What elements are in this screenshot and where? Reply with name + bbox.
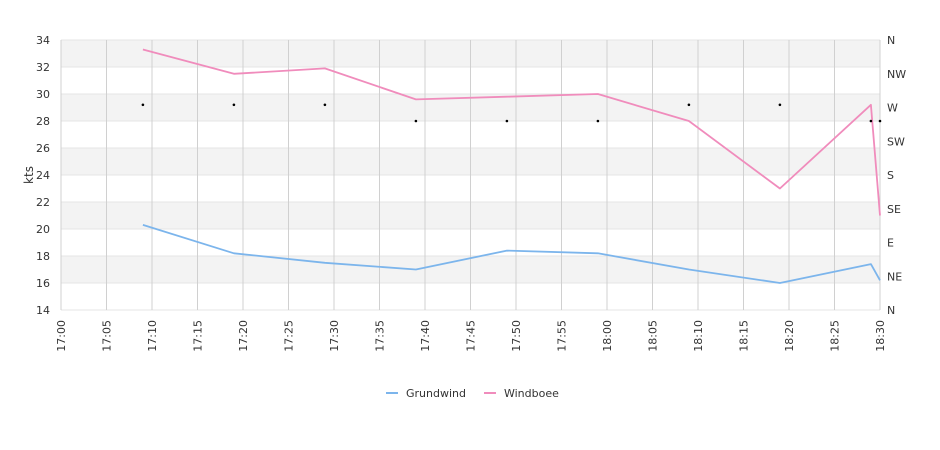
direction-marker (596, 119, 600, 123)
y-tick-label: 24 (36, 169, 50, 182)
direction-marker (869, 119, 873, 123)
x-tick-label: 17:25 (283, 320, 296, 352)
y-tick-label: 16 (36, 277, 50, 290)
direction-marker (687, 103, 691, 107)
direction-tick-label: NW (887, 68, 906, 81)
series-line-windboee[interactable] (142, 48, 881, 216)
x-tick-label: 17:15 (192, 320, 205, 352)
y-tick-label: 26 (36, 142, 50, 155)
x-axis-ticks: 17:00 17:05 17:10 17:15 17:20 17:25 17:30 17:35… (55, 320, 887, 352)
series-lines (142, 48, 881, 284)
x-tick-label: 17:20 (237, 320, 250, 352)
direction-marker (232, 103, 236, 107)
direction-marker (141, 103, 145, 107)
x-tick-label: 17:55 (556, 320, 569, 352)
y-axis-ticks: 14 16 18 20 22 24 26 28 30 32 34 (36, 34, 50, 317)
direction-marker (323, 103, 327, 107)
direction-tick-label: SE (887, 203, 901, 216)
y-tick-label: 14 (36, 304, 50, 317)
x-tick-label: 18:20 (783, 320, 796, 352)
direction-marker (414, 119, 418, 123)
x-tick-label: 17:05 (101, 320, 114, 352)
series-line-grundwind[interactable] (142, 224, 881, 284)
x-tick-label: 17:10 (146, 320, 159, 352)
direction-tick-label: W (887, 102, 898, 115)
y-tick-label: 32 (36, 61, 50, 74)
direction-tick-label: N (887, 34, 895, 47)
direction-tick-label: N (887, 304, 895, 317)
x-tick-label: 17:00 (55, 320, 68, 352)
direction-tick-label: SW (887, 135, 905, 148)
y-tick-label: 34 (36, 34, 50, 47)
x-tick-label: 17:45 (465, 320, 478, 352)
x-tick-label: 18:05 (647, 320, 660, 352)
x-tick-label: 17:50 (510, 320, 523, 352)
x-tick-label: 18:10 (692, 320, 705, 352)
y-axis-label: kts (22, 166, 36, 184)
direction-marker (778, 103, 782, 107)
y-tick-label: 30 (36, 88, 50, 101)
grid-lines (60, 39, 881, 311)
legend[interactable]: Grundwind Windboee (386, 387, 559, 400)
direction-markers (141, 103, 882, 123)
legend-item-windboee[interactable]: Windboee (504, 387, 559, 400)
direction-tick-label: E (887, 237, 894, 250)
x-tick-label: 18:00 (601, 320, 614, 352)
y-tick-label: 28 (36, 115, 50, 128)
x-tick-label: 18:25 (829, 320, 842, 352)
x-tick-label: 18:15 (738, 320, 751, 352)
direction-marker (878, 119, 882, 123)
x-tick-label: 18:30 (874, 320, 887, 352)
x-tick-label: 17:35 (374, 320, 387, 352)
direction-tick-label: S (887, 169, 894, 182)
x-tick-label: 17:40 (419, 320, 432, 352)
x-tick-label: 17:30 (328, 320, 341, 352)
y-tick-label: 20 (36, 223, 50, 236)
direction-tick-label: NE (887, 270, 902, 283)
right-axis-ticks: N NE E SE S SW W NW N (887, 34, 906, 317)
legend-item-grundwind[interactable]: Grundwind (406, 387, 466, 400)
y-tick-label: 22 (36, 196, 50, 209)
direction-marker (505, 119, 509, 123)
y-tick-label: 18 (36, 250, 50, 263)
